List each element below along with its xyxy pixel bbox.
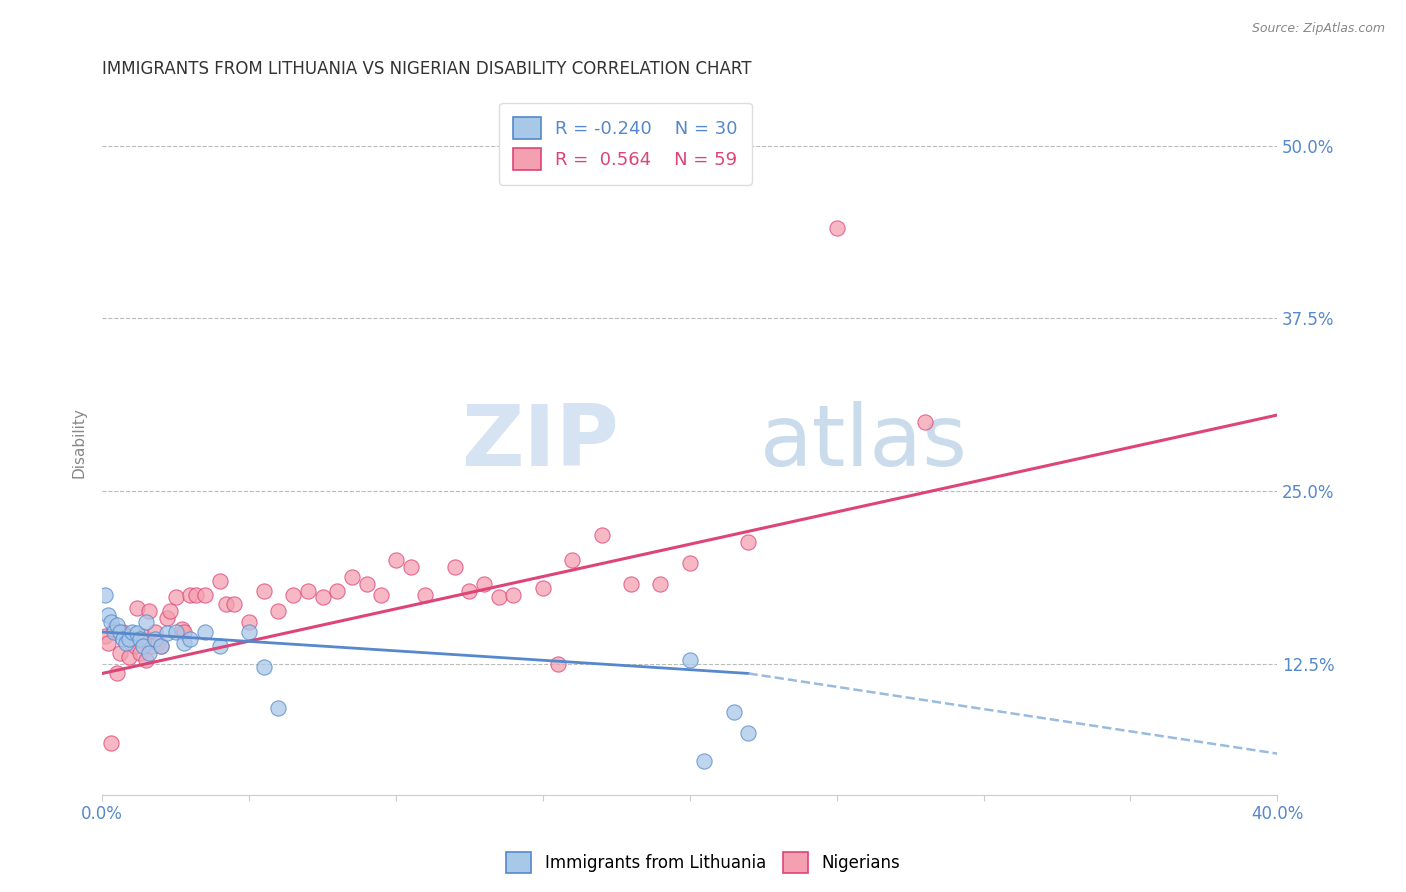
Point	[100, 615, 122, 630]
Point	[340, 570, 363, 584]
Point	[173, 625, 195, 640]
Point	[121, 625, 143, 640]
Point	[208, 639, 231, 653]
Point	[214, 598, 236, 612]
Point	[385, 553, 408, 567]
Point	[159, 604, 181, 618]
Point	[179, 588, 201, 602]
Text: ZIP: ZIP	[461, 401, 619, 484]
Point	[138, 604, 160, 618]
Point	[118, 632, 141, 646]
Point	[108, 625, 131, 640]
Point	[143, 625, 166, 640]
Point	[94, 629, 117, 643]
Point	[693, 754, 716, 768]
Point	[135, 615, 157, 630]
Point	[114, 636, 136, 650]
Point	[194, 625, 217, 640]
Point	[141, 639, 163, 653]
Point	[679, 652, 702, 666]
Point	[458, 583, 481, 598]
Point	[267, 701, 290, 715]
Point	[194, 588, 217, 602]
Point	[111, 625, 134, 640]
Point	[238, 625, 260, 640]
Point	[723, 705, 745, 719]
Point	[297, 583, 319, 598]
Point	[531, 581, 554, 595]
Point	[737, 535, 759, 549]
Point	[132, 629, 155, 643]
Point	[914, 415, 936, 429]
Text: Source: ZipAtlas.com: Source: ZipAtlas.com	[1251, 22, 1385, 36]
Y-axis label: Disability: Disability	[72, 408, 86, 478]
Point	[238, 615, 260, 630]
Point	[253, 583, 276, 598]
Legend: Immigrants from Lithuania, Nigerians: Immigrants from Lithuania, Nigerians	[499, 846, 907, 880]
Point	[100, 735, 122, 749]
Legend: R = -0.240    N = 30, R =  0.564    N = 59: R = -0.240 N = 30, R = 0.564 N = 59	[499, 103, 752, 185]
Point	[399, 560, 422, 574]
Point	[547, 657, 569, 671]
Point	[111, 632, 134, 646]
Point	[370, 588, 392, 602]
Point	[737, 726, 759, 740]
Point	[173, 636, 195, 650]
Point	[114, 629, 136, 643]
Point	[138, 646, 160, 660]
Point	[186, 588, 208, 602]
Point	[103, 622, 125, 636]
Point	[149, 639, 172, 653]
Point	[326, 583, 349, 598]
Point	[283, 588, 305, 602]
Point	[127, 626, 149, 640]
Point	[105, 618, 128, 632]
Point	[129, 632, 152, 646]
Point	[132, 639, 155, 653]
Point	[170, 622, 193, 636]
Point	[121, 632, 143, 646]
Text: IMMIGRANTS FROM LITHUANIA VS NIGERIAN DISABILITY CORRELATION CHART: IMMIGRANTS FROM LITHUANIA VS NIGERIAN DI…	[103, 60, 752, 78]
Point	[165, 591, 187, 605]
Point	[311, 591, 333, 605]
Text: atlas: atlas	[761, 401, 969, 484]
Point	[561, 553, 583, 567]
Point	[149, 639, 172, 653]
Point	[165, 625, 187, 640]
Point	[208, 574, 231, 588]
Point	[267, 604, 290, 618]
Point	[356, 576, 378, 591]
Point	[224, 598, 246, 612]
Point	[472, 576, 495, 591]
Point	[443, 560, 465, 574]
Point	[620, 576, 643, 591]
Point	[825, 221, 848, 235]
Point	[103, 625, 125, 640]
Point	[502, 588, 524, 602]
Point	[143, 632, 166, 646]
Point	[591, 528, 613, 542]
Point	[156, 626, 179, 640]
Point	[146, 636, 169, 650]
Point	[679, 556, 702, 570]
Point	[156, 611, 179, 625]
Point	[124, 639, 146, 653]
Point	[118, 649, 141, 664]
Point	[135, 652, 157, 666]
Point	[650, 576, 672, 591]
Point	[105, 666, 128, 681]
Point	[108, 646, 131, 660]
Point	[97, 636, 120, 650]
Point	[179, 632, 201, 646]
Point	[253, 659, 276, 673]
Point	[94, 588, 117, 602]
Point	[488, 591, 510, 605]
Point	[415, 588, 437, 602]
Point	[129, 646, 152, 660]
Point	[127, 601, 149, 615]
Point	[97, 608, 120, 623]
